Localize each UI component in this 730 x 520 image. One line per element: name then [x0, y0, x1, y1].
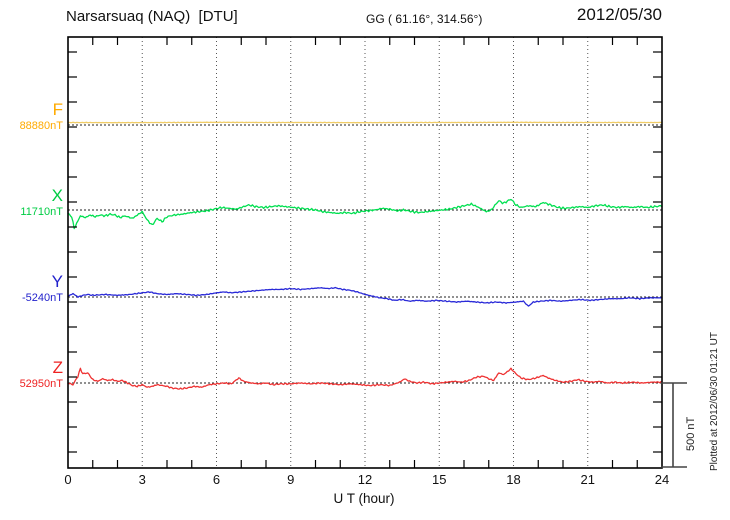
- scale-bar-label: 500 nT: [685, 416, 697, 451]
- trace-Y: [67, 286, 663, 307]
- x-axis-tick-labels: 0 3 6 9 12 15 18 21 24: [0, 472, 730, 490]
- trace-label-X: X 11710nT: [0, 187, 63, 218]
- x-tick-label-9: 9: [287, 472, 295, 487]
- x-tick-label-0: 0: [64, 472, 72, 487]
- trace-baseline-value-X: 11710nT: [20, 205, 63, 218]
- x-tick-label-24: 24: [654, 472, 670, 487]
- x-tick-label-6: 6: [212, 472, 221, 487]
- station-title: Narsarsuaq (NAQ) [DTU]: [66, 8, 238, 25]
- x-tick-label-3: 3: [138, 472, 146, 487]
- trace-letter-X: X: [51, 186, 63, 205]
- plotted-at-note: Plotted at 2012/06/30 01:21 UT: [709, 332, 720, 471]
- x-tick-label-21: 21: [580, 472, 595, 487]
- x-tick-label-12: 12: [357, 472, 373, 487]
- trace-baseline-value-F: 88880nT: [19, 119, 63, 132]
- trace-label-Z: Z 52950nT: [0, 359, 63, 390]
- trace-letter-Z: Z: [52, 358, 63, 377]
- trace-baseline-value-Y: -5240nT: [22, 291, 63, 304]
- x-tick-label-15: 15: [432, 472, 447, 487]
- trace-F: [67, 121, 663, 124]
- trace-letter-Y: Y: [51, 272, 63, 291]
- x-tick-label-18: 18: [506, 472, 521, 487]
- x-axis-title: U T (hour): [333, 491, 395, 506]
- trace-letter-F: F: [52, 100, 63, 119]
- trace-Z: [67, 367, 663, 390]
- trace-baseline-value-Z: 52950nT: [19, 377, 63, 390]
- geographic-coordinates: GG ( 61.16°, 314.56°): [366, 12, 483, 26]
- trace-label-F: F 88880nT: [0, 101, 63, 132]
- trace-label-Y: Y -5240nT: [0, 273, 63, 304]
- trace-X: [67, 198, 663, 230]
- data-date: 2012/05/30: [576, 5, 662, 24]
